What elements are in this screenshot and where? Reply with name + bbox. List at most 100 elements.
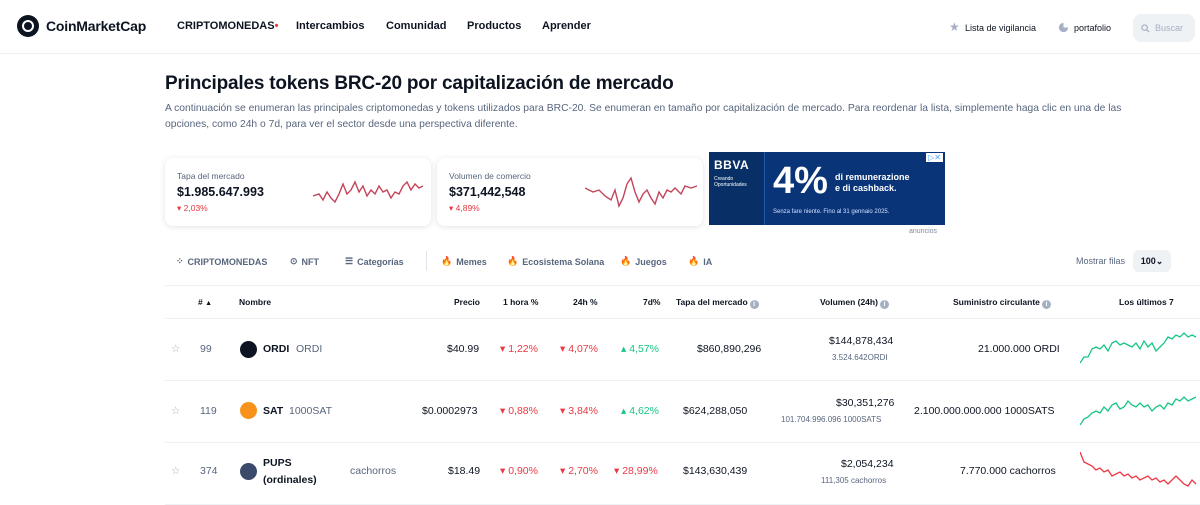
fire-icon: 🔥	[620, 256, 632, 266]
filter-games[interactable]: 🔥 Juegos	[620, 256, 667, 267]
sort-up-icon: ▲	[205, 300, 213, 307]
supply-value: 21.000.000 ORDI	[978, 343, 1060, 355]
table-header	[165, 285, 1200, 319]
filter-solana-ecosystem[interactable]: 🔥 Ecosistema Solana	[507, 256, 605, 267]
col-price[interactable]: Precio	[454, 297, 480, 307]
change-7d: ▾ 28,99%	[614, 465, 658, 477]
info-icon[interactable]: i	[749, 300, 759, 309]
card-label: Volumen de comercio	[449, 171, 531, 181]
volume-card[interactable]: Volumen de comercio $371,442,548 ▾ 4,89%	[437, 158, 703, 226]
grid-icon: ⁘	[176, 256, 184, 266]
col-market-cap[interactable]: Tapa del mercado i	[676, 297, 759, 309]
coinmarketcap-logo-icon	[17, 15, 39, 37]
fire-icon: 🔥	[688, 256, 700, 266]
row-rank: 99	[200, 343, 212, 355]
nav-products[interactable]: Productos	[467, 20, 522, 32]
ad-close-icon[interactable]: ▷✕	[926, 153, 943, 162]
market-cap-value: $860,890,296	[697, 343, 762, 355]
row-rank: 374	[200, 465, 218, 477]
market-cap-sparkline	[313, 180, 424, 204]
market-cap-value: $624,288,050	[683, 405, 748, 417]
col-7d[interactable]: 7d%	[643, 297, 661, 307]
nav-cryptocurrencies[interactable]: CRIPTOMONEDAS•	[177, 20, 279, 32]
coin-price: $18.49	[448, 465, 481, 477]
ad-bank-name: BBVA	[714, 158, 750, 172]
change-7d: ▴ 4,57%	[621, 343, 659, 355]
coin-name[interactable]: ORDI	[263, 343, 290, 355]
col-volume[interactable]: Volumen (24h) i	[820, 297, 889, 309]
change-1h: ▾ 0,90%	[500, 465, 538, 477]
volume-sub: 101.704.996.096 1000SATS	[781, 415, 882, 424]
change-24h: ▾ 2,70%	[560, 465, 598, 477]
filter-categories[interactable]: ☰ Categorías	[345, 256, 404, 267]
table-row[interactable]	[165, 319, 1200, 381]
star-icon[interactable]: ☆	[171, 343, 181, 355]
row-rank: 119	[200, 405, 217, 417]
filter-divider	[426, 251, 427, 271]
advertisement-banner[interactable]: BBVA Creando Oportunidades 4% di remuner…	[709, 152, 945, 225]
card-change: ▾ 4,89%	[449, 203, 480, 213]
coin-symbol: ORDI	[296, 343, 323, 355]
info-icon[interactable]: i	[879, 300, 889, 309]
col-circulating-supply[interactable]: Suministro circulante i	[953, 297, 1051, 309]
volume-sparkline	[585, 176, 698, 209]
market-cap-card[interactable]: Tapa del mercado $1.985.647.993 ▾ 2,03%	[165, 158, 431, 226]
search-icon	[1141, 23, 1150, 33]
star-icon[interactable]: ☆	[171, 465, 181, 477]
col-last-7-days: Los últimos 7	[1119, 297, 1174, 307]
nft-icon: ⊙	[290, 256, 298, 266]
coin-name[interactable]: SAT	[263, 405, 284, 417]
filter-cryptocurrencies[interactable]: ⁘ CRIPTOMONEDAS	[176, 256, 268, 267]
brand-logo[interactable]: CoinMarketCap	[17, 15, 146, 37]
volume-sub: 3.524.642ORDI	[832, 353, 888, 362]
top-navbar	[0, 0, 1200, 54]
nav-community[interactable]: Comunidad	[386, 20, 447, 32]
rows-label: Mostrar filas	[1076, 256, 1126, 266]
volume-sub: 111,305 cachorros	[821, 476, 887, 485]
ad-text: di remunerazione e di cashback.	[835, 172, 910, 193]
rows-select[interactable]: 100 ⌄	[1133, 250, 1171, 272]
nav-exchanges[interactable]: Intercambios	[296, 20, 365, 32]
filter-nft[interactable]: ⊙ NFT	[290, 256, 320, 267]
sparkline-7d	[1080, 451, 1197, 487]
watchlist-link[interactable]: ★ Lista de vigilancia	[949, 20, 1037, 34]
nav-learn[interactable]: Aprender	[542, 20, 591, 32]
col-rank[interactable]: # ▲	[198, 297, 213, 307]
coin-name-line2[interactable]: (ordinales)	[263, 474, 317, 486]
ordi-logo-icon	[240, 341, 257, 358]
col-24h[interactable]: 24h %	[573, 297, 598, 307]
ad-label: anuncios	[909, 228, 938, 235]
filter-ai[interactable]: 🔥 IA	[688, 256, 713, 267]
ad-bank-tagline: Creando Oportunidades	[714, 176, 747, 188]
coin-price: $0.0002973	[422, 405, 478, 417]
fire-icon: 🔥	[441, 256, 453, 266]
coin-price: $40.99	[447, 343, 480, 355]
col-1h[interactable]: 1 hora %	[503, 297, 539, 307]
ad-brand-panel: BBVA Creando Oportunidades	[709, 152, 765, 225]
coin-symbol: cachorros	[350, 465, 397, 477]
star-icon[interactable]: ☆	[171, 405, 181, 417]
table-row[interactable]	[165, 381, 1200, 443]
ad-headline: 4%	[773, 160, 828, 202]
coin-name[interactable]: PUPS	[263, 457, 292, 469]
star-icon: ★	[949, 20, 960, 34]
page-description: A continuación se enumeran las principal…	[165, 103, 1122, 130]
sat-logo-icon	[240, 402, 257, 419]
change-24h: ▾ 4,07%	[560, 343, 598, 355]
card-change: ▾ 2,03%	[177, 203, 208, 213]
card-value: $1.985.647.993	[177, 185, 264, 199]
volume-value: $144,878,434	[829, 335, 894, 347]
list-icon: ☰	[345, 256, 354, 266]
portfolio-link[interactable]: portafolio	[1058, 22, 1111, 33]
volume-value: $2,054,234	[841, 458, 894, 470]
filter-memes[interactable]: 🔥 Memes	[441, 256, 487, 267]
col-name[interactable]: Nombre	[239, 297, 272, 307]
search-input[interactable]: Buscar	[1133, 14, 1195, 42]
page-title: Principales tokens BRC-20 por capitaliza…	[165, 73, 674, 94]
sparkline-7d	[1080, 332, 1197, 364]
change-24h: ▾ 3,84%	[560, 405, 598, 417]
info-icon[interactable]: i	[1041, 300, 1051, 309]
volume-value: $30,351,276	[836, 397, 895, 409]
market-cap-value: $143,630,439	[683, 465, 748, 477]
card-label: Tapa del mercado	[177, 171, 245, 181]
